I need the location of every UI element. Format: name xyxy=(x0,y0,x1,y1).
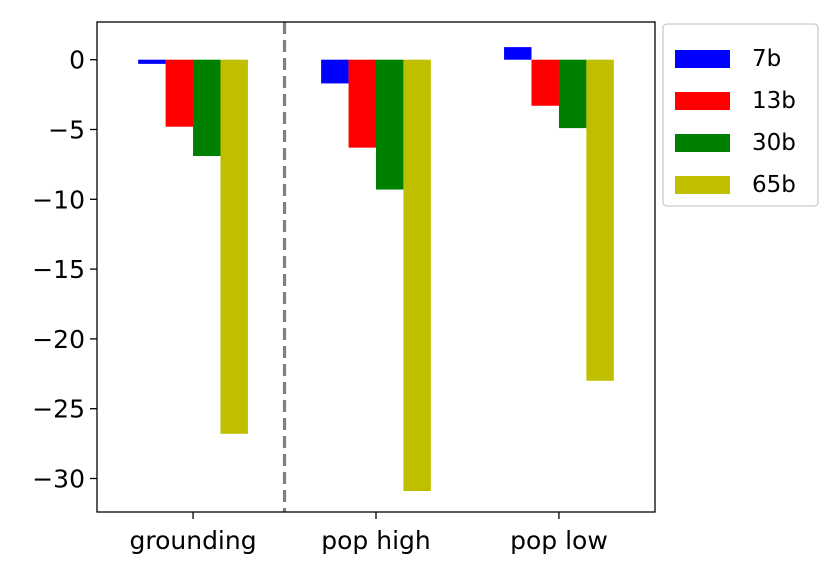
bar-7b-pop-high xyxy=(321,59,349,84)
y-tick-label: −15 xyxy=(32,255,85,284)
bar-13b-grounding xyxy=(165,59,194,127)
legend-label-30b: 30b xyxy=(752,130,796,156)
legend-swatch-13b xyxy=(675,92,730,110)
bar-7b-pop-low xyxy=(504,47,532,60)
bar-30b-pop-high xyxy=(376,59,404,190)
legend-label-65b: 65b xyxy=(752,172,796,198)
x-axis: grounding pop high pop low xyxy=(129,512,608,555)
legend-label-7b: 7b xyxy=(752,46,781,72)
legend-swatch-7b xyxy=(675,50,730,68)
x-tick-label: pop high xyxy=(321,526,431,555)
bar-13b-pop-low xyxy=(531,59,559,106)
y-tick-label: −10 xyxy=(32,185,85,214)
y-tick-label: −30 xyxy=(32,464,85,493)
y-tick-label: −20 xyxy=(32,325,85,354)
legend-frame xyxy=(662,23,819,207)
y-tick-label: −25 xyxy=(32,395,85,424)
bar-65b-grounding xyxy=(220,59,248,434)
legend-swatch-30b xyxy=(675,134,730,152)
bar-30b-pop-low xyxy=(558,59,587,129)
x-tick-label: pop low xyxy=(510,526,608,555)
bar-30b-grounding xyxy=(193,59,221,157)
bar-65b-pop-high xyxy=(403,59,431,492)
bar-7b-grounding xyxy=(138,59,166,64)
legend: 7b 13b 30b 65b xyxy=(662,23,819,207)
y-axis: 0 −5 −10 −15 −20 −25 −30 xyxy=(32,46,97,493)
x-tick-label: grounding xyxy=(129,526,256,555)
bar-65b-pop-low xyxy=(586,59,614,381)
bar-13b-pop-high xyxy=(348,59,376,148)
legend-swatch-65b xyxy=(675,176,730,194)
y-tick-label: 0 xyxy=(69,46,85,75)
y-tick-label: −5 xyxy=(48,115,85,144)
bars-group xyxy=(138,47,614,492)
legend-label-13b: 13b xyxy=(752,88,796,114)
